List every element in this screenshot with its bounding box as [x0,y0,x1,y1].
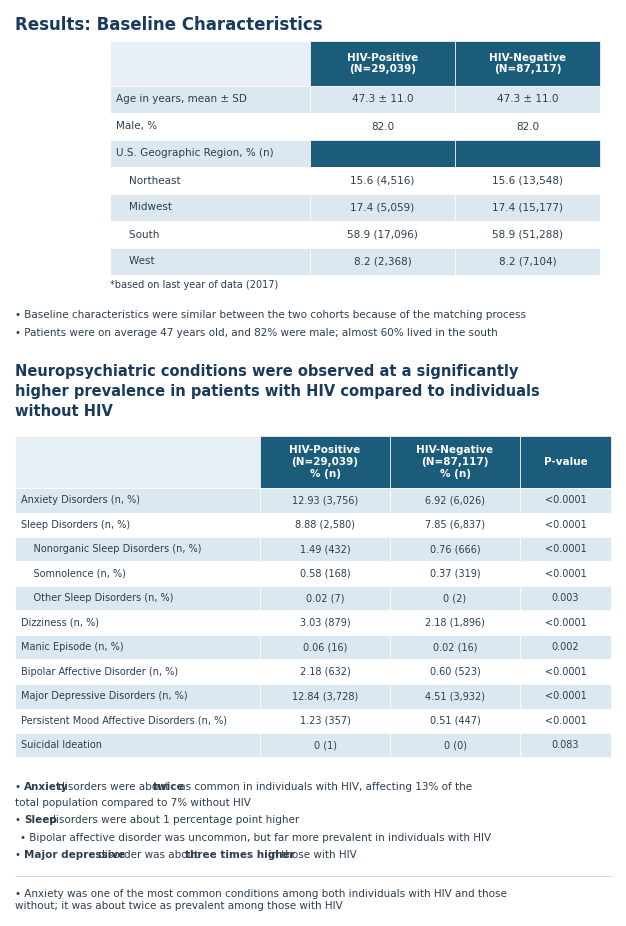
Bar [110,41,310,86]
Text: disorder was about: disorder was about [95,850,202,860]
Text: <0.0001: <0.0001 [545,716,587,726]
Text: 0.002: 0.002 [552,643,579,652]
Text: Sleep: Sleep [24,816,57,825]
Bar [520,610,611,635]
Bar [110,113,310,140]
Bar [455,140,600,167]
Text: 47.3 ± 11.0: 47.3 ± 11.0 [497,94,558,105]
Text: higher prevalence in patients with HIV compared to individuals: higher prevalence in patients with HIV c… [15,384,540,399]
Bar [310,194,455,221]
Bar [15,512,260,537]
Text: West: West [116,257,155,267]
Text: •: • [15,782,24,793]
Text: 0.02 (7): 0.02 (7) [305,594,344,603]
Bar [310,113,455,140]
Text: • Bipolar affective disorder was uncommon, but far more prevalent in individuals: • Bipolar affective disorder was uncommo… [20,833,491,843]
Text: HIV-Positive
(N=29,039): HIV-Positive (N=29,039) [347,53,418,74]
Text: Dizziness (n, %): Dizziness (n, %) [21,618,99,628]
Bar [260,684,390,708]
Text: Manic Episode (n, %): Manic Episode (n, %) [21,643,123,652]
Bar [260,610,390,635]
Text: in those with HIV: in those with HIV [265,850,357,860]
Bar [110,167,310,194]
Text: P-value: P-value [543,457,587,467]
Bar [520,488,611,512]
Text: 12.84 (3,728): 12.84 (3,728) [292,691,358,701]
Bar [260,512,390,537]
Bar [390,733,520,757]
Text: 17.4 (5,059): 17.4 (5,059) [351,203,414,212]
Bar [15,488,260,512]
Bar [390,561,520,586]
Bar [390,610,520,635]
Bar [390,684,520,708]
Bar [15,537,260,561]
Text: disorders were about 1 percentage point higher: disorders were about 1 percentage point … [46,816,299,825]
Bar [260,708,390,733]
Text: <0.0001: <0.0001 [545,691,587,701]
Text: 0.02 (16): 0.02 (16) [433,643,477,652]
Text: Bipolar Affective Disorder (n, %): Bipolar Affective Disorder (n, %) [21,667,178,677]
Text: 82.0: 82.0 [516,121,539,131]
Text: 0.37 (319): 0.37 (319) [429,569,480,579]
Bar [260,488,390,512]
Text: 0.51 (447): 0.51 (447) [429,716,480,726]
Text: without HIV: without HIV [15,404,113,419]
Text: twice: twice [153,782,185,793]
Text: 15.6 (13,548): 15.6 (13,548) [492,176,563,185]
Text: 0.58 (168): 0.58 (168) [300,569,351,579]
Bar [520,708,611,733]
Text: Suicidal Ideation: Suicidal Ideation [21,740,102,750]
Bar [260,561,390,586]
Text: Major depressive: Major depressive [24,850,125,860]
Bar [310,221,455,248]
Bar [15,610,260,635]
Bar [15,708,260,733]
Text: 7.85 (6,837): 7.85 (6,837) [425,519,485,530]
Bar [520,586,611,610]
Bar [455,167,600,194]
Text: 3.03 (879): 3.03 (879) [300,618,351,628]
Text: <0.0001: <0.0001 [545,519,587,530]
Bar [260,733,390,757]
Text: 4.51 (3,932): 4.51 (3,932) [425,691,485,701]
Bar [110,248,310,275]
Bar [390,635,520,659]
Text: 47.3 ± 11.0: 47.3 ± 11.0 [352,94,413,105]
Bar [15,733,260,757]
Text: 0.083: 0.083 [552,740,579,750]
Text: 58.9 (17,096): 58.9 (17,096) [347,230,418,240]
Text: • Baseline characteristics were similar between the two cohorts because of the m: • Baseline characteristics were similar … [15,310,526,320]
Text: Male, %: Male, % [116,121,157,131]
Bar [310,41,455,86]
Bar [390,488,520,512]
Text: Age in years, mean ± SD: Age in years, mean ± SD [116,94,247,105]
Bar [390,708,520,733]
Bar [15,635,260,659]
Text: 12.93 (3,756): 12.93 (3,756) [292,495,358,506]
Text: Other Sleep Disorders (n, %): Other Sleep Disorders (n, %) [21,594,173,603]
Bar [15,684,260,708]
Text: Anxiety: Anxiety [24,782,69,793]
Text: 8.88 (2,580): 8.88 (2,580) [295,519,355,530]
Bar [310,167,455,194]
Bar [455,113,600,140]
Bar [520,512,611,537]
Bar [260,586,390,610]
Text: Northeast: Northeast [116,176,181,185]
Bar [455,41,600,86]
Text: Nonorganic Sleep Disorders (n, %): Nonorganic Sleep Disorders (n, %) [21,544,202,555]
Text: 2.18 (632): 2.18 (632) [300,667,351,677]
Bar [260,635,390,659]
Text: 17.4 (15,177): 17.4 (15,177) [492,203,563,212]
Text: HIV-Positive
(N=29,039)
% (n): HIV-Positive (N=29,039) % (n) [289,445,361,479]
Text: 0 (2): 0 (2) [443,594,466,603]
Text: 0.06 (16): 0.06 (16) [303,643,347,652]
Bar [520,733,611,757]
Bar [260,537,390,561]
Text: 58.9 (51,288): 58.9 (51,288) [492,230,563,240]
Text: <0.0001: <0.0001 [545,544,587,555]
Text: South: South [116,230,160,240]
Bar [110,194,310,221]
Text: 0.60 (523): 0.60 (523) [429,667,480,677]
